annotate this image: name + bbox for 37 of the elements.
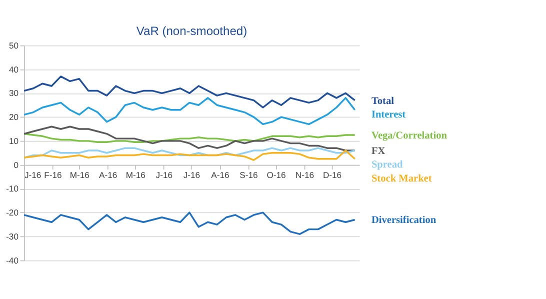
- line-series: [23, 150, 356, 161]
- y-tick-label: -30: [6, 231, 19, 242]
- x-tick-label: F-16: [44, 170, 62, 180]
- series-label: Interest: [371, 110, 406, 121]
- x-tick-label: M-16: [70, 170, 90, 180]
- y-tick-label: 50: [8, 40, 19, 50]
- y-tick-label: -20: [6, 208, 19, 218]
- x-tick-label: J-16: [183, 170, 200, 180]
- line-series: [23, 97, 356, 126]
- line-series: [23, 212, 356, 235]
- text: Stock Market: [371, 173, 432, 184]
- text: Spread: [371, 160, 404, 171]
- line-series: [23, 147, 356, 159]
- x-tick-label: M-16: [126, 170, 146, 180]
- x-tick-label: N-16: [295, 170, 314, 180]
- y-tick-label: 30: [8, 88, 19, 98]
- y-tick-label: -10: [6, 184, 19, 194]
- line-series: [23, 126, 356, 152]
- x-tick-label: A-16: [99, 170, 118, 180]
- y-tick-label: 10: [8, 136, 19, 146]
- series-label: FX: [371, 146, 386, 157]
- x-tick-label: J-16: [156, 170, 173, 180]
- y-tick-label: -40: [6, 255, 19, 266]
- x-tick-label: A-16: [211, 170, 230, 180]
- y-tick-label: 0: [14, 160, 19, 170]
- x-tick-label: D-16: [322, 170, 342, 180]
- line-series: [23, 76, 356, 108]
- series-label: Vega/Correlation: [371, 130, 448, 142]
- line-series: [23, 132, 356, 143]
- x-tick-label: O-16: [266, 170, 286, 180]
- y-tick-label: 20: [8, 112, 19, 122]
- x-tick-label: S-16: [240, 170, 258, 180]
- chart-title: VaR (non-smoothed): [136, 24, 248, 38]
- series-label: Diversification: [371, 215, 436, 226]
- x-tick-label: J-16: [24, 170, 42, 180]
- y-tick-label: 40: [8, 64, 19, 74]
- series-label: Total: [371, 96, 394, 107]
